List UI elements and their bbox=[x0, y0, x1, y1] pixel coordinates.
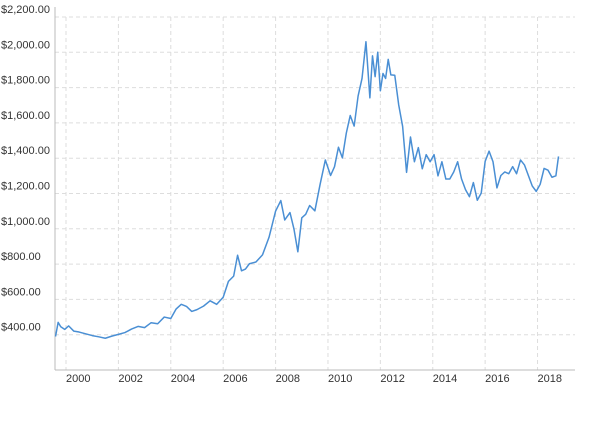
x-tick-label: 2012 bbox=[380, 373, 404, 385]
x-tick-label: 2018 bbox=[538, 373, 562, 385]
x-tick-label: 2000 bbox=[66, 373, 90, 385]
x-tick-label: 2006 bbox=[223, 373, 247, 385]
y-tick-label: $1,200.00 bbox=[1, 181, 50, 193]
y-tick-label: $1,800.00 bbox=[1, 75, 50, 87]
y-tick-label: $1,000.00 bbox=[1, 216, 50, 228]
x-tick-label: 2002 bbox=[118, 373, 142, 385]
y-tick-label: $2,200.00 bbox=[1, 4, 50, 16]
price-line bbox=[54, 40, 560, 339]
y-tick-label: $600.00 bbox=[1, 286, 41, 298]
x-tick-label: 2008 bbox=[276, 373, 300, 385]
y-tick-label: $800.00 bbox=[1, 251, 41, 263]
y-tick-label: $2,000.00 bbox=[1, 39, 50, 51]
y-tick-label: $1,400.00 bbox=[1, 145, 50, 157]
y-tick-label: $400.00 bbox=[1, 322, 41, 334]
x-tick-label: 2010 bbox=[328, 373, 352, 385]
x-tick-label: 2004 bbox=[171, 373, 195, 385]
x-tick-label: 2016 bbox=[485, 373, 509, 385]
y-tick-label: $1,600.00 bbox=[1, 110, 50, 122]
x-tick-label: 2014 bbox=[433, 373, 457, 385]
